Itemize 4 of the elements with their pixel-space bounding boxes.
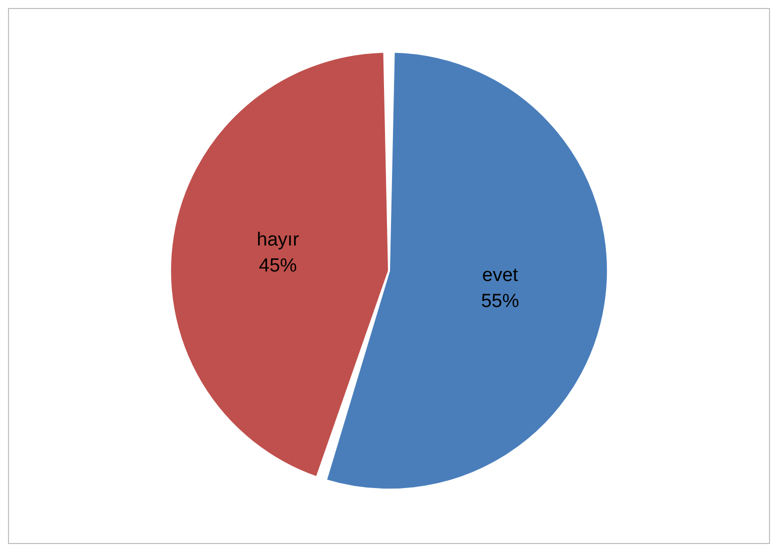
slice-label: evet — [482, 264, 519, 286]
data-label: 55% — [481, 290, 520, 312]
slice-label: hayır — [256, 230, 300, 251]
data-label: 45% — [258, 256, 298, 277]
